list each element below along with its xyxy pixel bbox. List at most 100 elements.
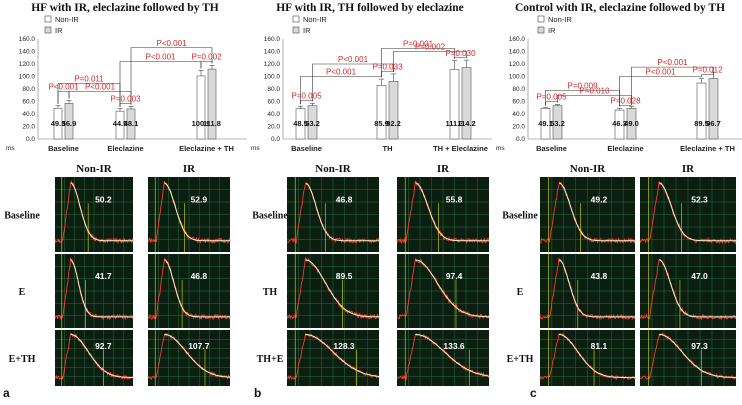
- y-tick-label: 120.0: [19, 61, 36, 68]
- legend-label: IR: [55, 26, 63, 35]
- apd-value-label: 41.7: [95, 271, 112, 281]
- y-tick-label: 60.0: [512, 99, 525, 106]
- significance-bracket: [130, 47, 213, 105]
- trace-fit: [70, 182, 133, 242]
- p-value-label: P<0.001: [338, 55, 369, 64]
- y-tick-label: 80.0: [22, 86, 35, 93]
- trace-fit: [659, 259, 736, 318]
- category-label: Eleclazine + TH: [680, 144, 735, 153]
- y-tick-label: 160.0: [19, 36, 36, 43]
- y-tick-label: 100.0: [264, 74, 281, 81]
- trace-panel: 46.8: [147, 254, 231, 328]
- p-value-label: P=0.028: [610, 96, 641, 105]
- trace-fit: [415, 259, 489, 318]
- apd-value-label: 49.2: [591, 195, 608, 205]
- p-value-label: P=0.005: [291, 91, 322, 100]
- legend-swatch: [44, 26, 52, 34]
- bar-chart-2: HF with IR, TH followed by eleclazine 0.0…: [251, 2, 492, 153]
- row-label: E+TH: [9, 354, 36, 365]
- y-tick-label: 0.0: [26, 136, 35, 143]
- chart-title: HF with IR, eleclazine followed by TH: [31, 2, 219, 14]
- p-value-label: P<0.001: [85, 83, 116, 92]
- p-value-label: P=0.011: [74, 74, 104, 83]
- bar-value-label: 49.3: [51, 119, 66, 128]
- bar-value-label: 49.0: [624, 119, 639, 128]
- significance-bracket: [545, 101, 558, 106]
- trace-signal: [54, 179, 134, 245]
- bar-value-label: 111.3: [446, 119, 464, 128]
- trace-panel: 47.0: [639, 254, 737, 328]
- bar-value-label: 48.1: [124, 119, 139, 128]
- bar-value-label: 48.5: [293, 119, 308, 128]
- column-header: IR: [682, 163, 695, 175]
- p-value-label: P=0.030: [445, 49, 476, 58]
- category-label: Eleclazine: [107, 144, 143, 153]
- bar-value-label: 114.2: [457, 119, 475, 128]
- trace-group-b: b Non-IR IR Baseline 46.8 55.8 TH 89.5 97.4 TH+E 1…: [252, 163, 490, 400]
- apd-value-label: 133.6: [443, 341, 465, 351]
- panel-letter: c: [530, 386, 537, 400]
- bar-value-label: 85.9: [374, 119, 389, 128]
- row-label: E: [19, 287, 26, 298]
- trace-fit: [659, 334, 736, 378]
- legend-label: IR: [303, 26, 311, 35]
- y-tick-label: 0.0: [516, 136, 525, 143]
- bar-value-label: 53.2: [305, 119, 320, 128]
- apd-value-label: 52.3: [691, 195, 708, 205]
- y-tick-label: 140.0: [509, 49, 526, 56]
- trace-panel: 52.9: [147, 177, 231, 252]
- trace-panel: 41.7: [54, 254, 134, 328]
- row-label: E+TH: [507, 354, 534, 365]
- y-unit-label: ms: [496, 145, 505, 152]
- trace-signal: [396, 180, 490, 245]
- y-tick-label: 80.0: [512, 86, 525, 93]
- column-header: Non-IR: [570, 163, 607, 175]
- category-label: Eleclazine + TH: [179, 144, 234, 153]
- significance-bracket: [300, 99, 313, 105]
- trace-fit: [558, 259, 635, 318]
- trace-fit: [415, 334, 490, 377]
- trace-fit: [70, 259, 133, 318]
- significance-bracket: [200, 61, 213, 69]
- chart-title: HF with IR, TH followed by eleclazine: [276, 2, 464, 14]
- p-value-label: P<0.001: [657, 58, 688, 67]
- trace-signal: [147, 258, 231, 321]
- category-label: Eleclazine: [607, 144, 643, 153]
- category-label: TH: [383, 144, 393, 153]
- trace-fit: [305, 334, 380, 377]
- trace-panel: 97.3: [639, 330, 737, 386]
- column-header: Non-IR: [315, 163, 352, 175]
- p-value-label: P=0.001: [403, 39, 434, 48]
- apd-value-label: 43.8: [591, 271, 608, 281]
- bar-value-label: 56.9: [62, 119, 77, 128]
- trace-panel: 81.1: [539, 330, 636, 386]
- row-label: TH: [263, 287, 278, 298]
- legend-swatch: [537, 26, 545, 34]
- trace-signal: [54, 257, 134, 321]
- panel-letter: a: [3, 386, 10, 400]
- p-value-label: P<0.001: [145, 53, 176, 62]
- trace-fit: [659, 182, 736, 242]
- p-value-label: P=0.005: [536, 93, 567, 102]
- trace-panel: 43.8: [539, 254, 636, 328]
- trace-panel: 107.7: [147, 330, 231, 386]
- apd-value-label: 81.1: [591, 341, 608, 351]
- p-value-label: P=0.012: [692, 66, 723, 75]
- p-value-label: P<0.001: [326, 68, 357, 77]
- y-tick-label: 60.0: [22, 99, 35, 106]
- trace-panel: 133.6: [396, 330, 490, 386]
- significance-bracket: [701, 70, 714, 77]
- trace-panel: 55.8: [396, 177, 490, 252]
- apd-value-label: 47.0: [691, 271, 708, 281]
- bar-value-label: 89.5: [694, 119, 709, 128]
- trace-panel: 50.2: [54, 177, 134, 252]
- trace-fit: [164, 334, 231, 378]
- y-tick-label: 0.0: [271, 136, 280, 143]
- bar: [207, 68, 217, 140]
- y-tick-label: 160.0: [264, 36, 281, 43]
- legend-swatch: [292, 26, 300, 34]
- p-value-label: P=0.002: [415, 43, 446, 52]
- trace-signal: [286, 332, 380, 380]
- apd-value-label: 107.7: [188, 341, 210, 351]
